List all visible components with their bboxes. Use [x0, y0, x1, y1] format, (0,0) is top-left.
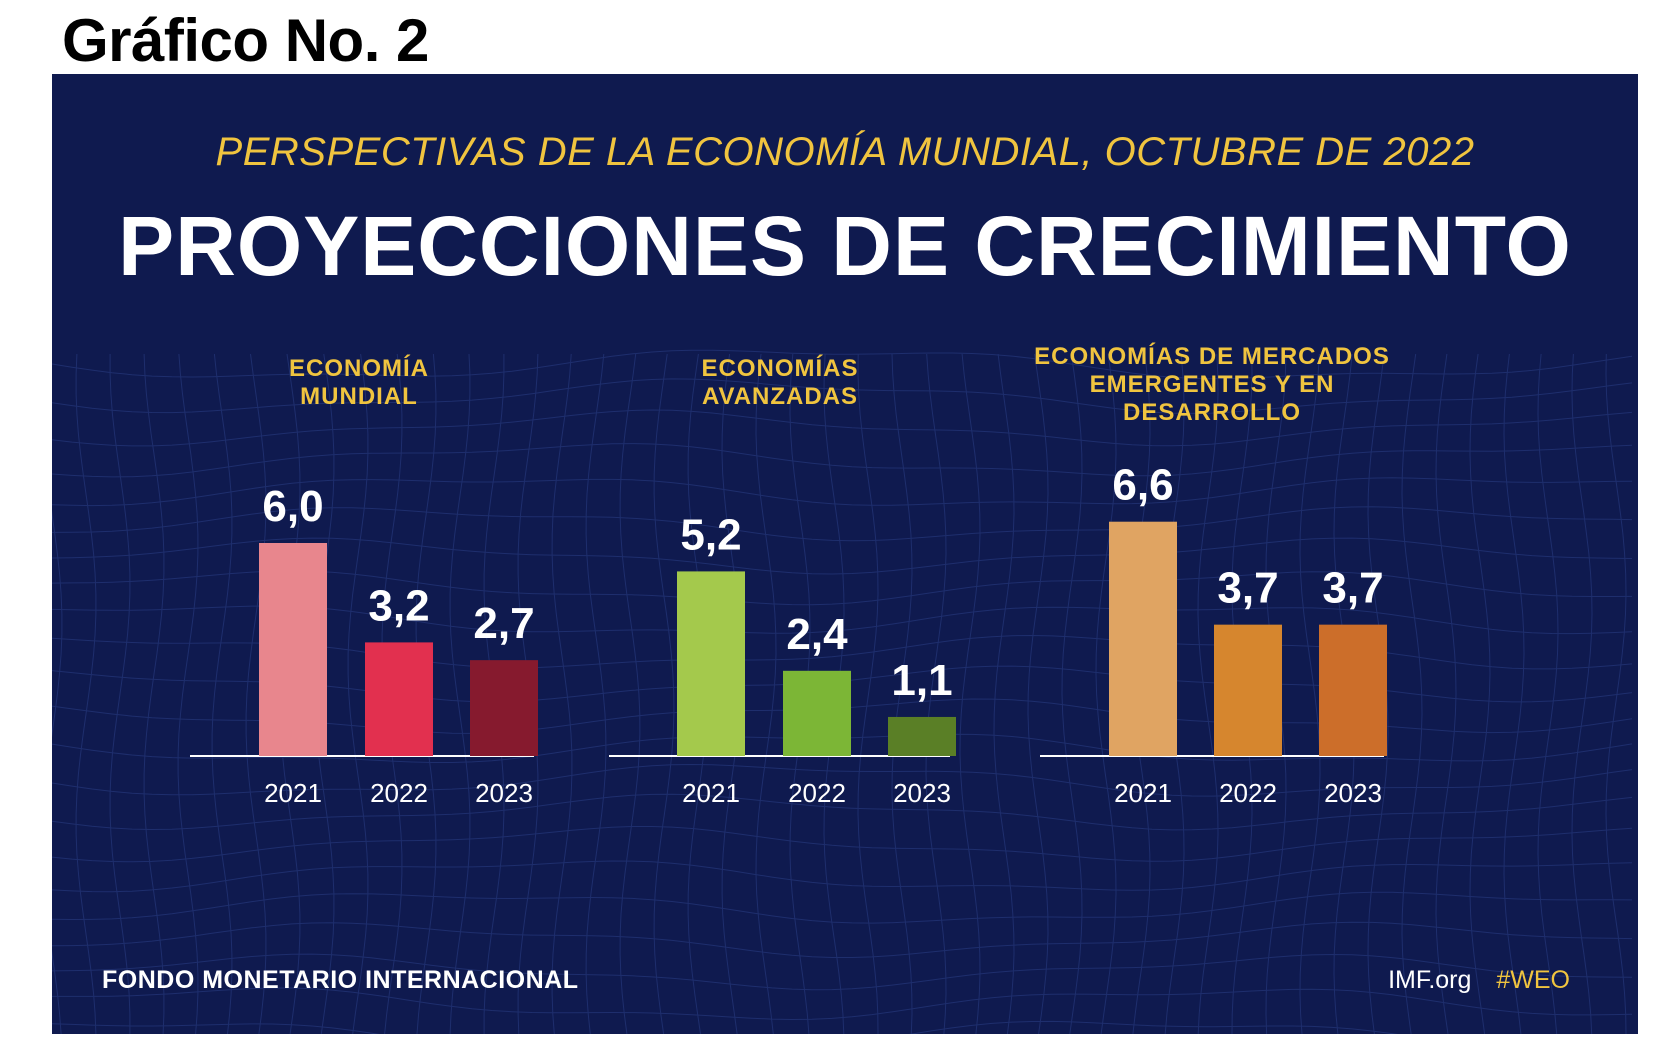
grid-wave-line [52, 506, 1633, 542]
chart-title-line: ECONOMÍAS DE MERCADOS [1034, 342, 1390, 370]
bar-value-label: 6,0 [262, 482, 323, 531]
grid-wave-line [993, 353, 1015, 1034]
category-tick-label: 2023 [893, 778, 951, 808]
grid-wave-line [1605, 353, 1627, 1034]
grid-wave-line [52, 510, 63, 1034]
grid-wave-line [619, 353, 641, 1034]
grid-wave-line [109, 354, 131, 1034]
grid-wave-line [143, 353, 165, 1034]
report-kicker: PERSPECTIVAS DE LA ECONOMÍA MUNDIAL, OCT… [215, 130, 1475, 174]
chart-title-line: DESARROLLO [1123, 399, 1301, 426]
infographic-panel: PERSPECTIVAS DE LA ECONOMÍA MUNDIAL, OCT… [52, 74, 1638, 1034]
footer-site-link[interactable]: IMF.org [1388, 966, 1472, 994]
bar-value-label: 1,1 [891, 656, 952, 705]
grid-wave-line [211, 353, 233, 1034]
grid-wave-line [1095, 353, 1117, 1034]
grid-wave-line [52, 793, 1633, 831]
grid-wave-line [925, 353, 947, 1034]
grid-wave-line [1435, 353, 1457, 1034]
bar-2021 [1109, 521, 1177, 756]
bar-2021 [677, 571, 745, 756]
grid-wave-line [177, 353, 199, 1034]
chart-title-line: ECONOMÍAS [701, 354, 858, 382]
bar-2023 [888, 716, 956, 756]
grid-wave-line [75, 353, 97, 1034]
category-tick-label: 2022 [1219, 778, 1277, 808]
bar-2023 [1319, 624, 1387, 756]
bar-value-label: 3,7 [1322, 564, 1383, 613]
bar-2022 [1214, 624, 1282, 756]
bar-value-label: 6,6 [1112, 461, 1173, 510]
grid-wave-line [52, 860, 1633, 893]
grid-wave-line [52, 349, 1633, 380]
category-tick-label: 2021 [1114, 778, 1172, 808]
grid-wave-line [52, 953, 1633, 991]
category-tick-label: 2023 [1324, 778, 1382, 808]
grid-wave-line [1537, 353, 1559, 1034]
grid-wave-line [52, 443, 1633, 478]
bar-2023 [470, 660, 538, 756]
grid-wave-line [1027, 353, 1049, 1034]
category-tick-label: 2023 [475, 778, 533, 808]
grid-wave-line [52, 763, 1633, 797]
bar-value-label: 2,4 [786, 610, 848, 659]
bar-2022 [783, 670, 851, 756]
bar-value-label: 5,2 [680, 510, 741, 559]
grid-wave-line [1571, 353, 1593, 1034]
bar-value-label: 3,2 [368, 581, 429, 630]
page-title: Gráfico No. 2 [62, 7, 429, 74]
grid-wave-line [52, 987, 1633, 1021]
grid-wave-line [1401, 353, 1423, 1034]
grid-wave-line [1469, 353, 1491, 1034]
category-tick-label: 2022 [788, 778, 846, 808]
footer-hashtag[interactable]: #WEO [1496, 966, 1570, 994]
grid-wave-line [551, 353, 573, 1034]
category-tick-label: 2021 [264, 778, 322, 808]
footer-links: IMF.org #WEO [1388, 966, 1570, 995]
grid-wave-line [52, 891, 1633, 924]
grid-wave-line [52, 378, 1633, 414]
grid-wave-line [245, 353, 267, 1034]
category-tick-label: 2021 [682, 778, 740, 808]
headline: PROYECCIONES DE CRECIMIENTO [118, 199, 1572, 293]
grid-wave-line [653, 353, 675, 1034]
bar-2022 [365, 642, 433, 756]
grid-wave-line [959, 353, 981, 1034]
grid-wave-line [585, 353, 607, 1034]
grid-wave-line [755, 353, 777, 1034]
chart-title-line: MUNDIAL [300, 383, 418, 410]
grid-wave-line [1061, 353, 1083, 1034]
bar-2021 [259, 543, 327, 756]
chart-title-line: AVANZADAS [702, 383, 858, 410]
grid-wave-line [1197, 353, 1219, 1034]
chart-title-line: ECONOMÍA [289, 354, 429, 382]
grid-wave-line [347, 353, 369, 1034]
grid-wave-line [857, 353, 879, 1034]
footer-org: FONDO MONETARIO INTERNACIONAL [102, 966, 579, 994]
bar-value-label: 3,7 [1217, 564, 1278, 613]
grid-wave-line [1503, 353, 1525, 1034]
grid-wave-line [52, 826, 1633, 863]
grid-wave-line [1299, 353, 1321, 1034]
grid-wave-line [449, 353, 471, 1034]
grid-wave-line [52, 1020, 1399, 1034]
bar-value-label: 2,7 [473, 599, 534, 648]
grid-wave-line [891, 353, 913, 1034]
category-tick-label: 2022 [370, 778, 428, 808]
chart-title-line: EMERGENTES Y EN [1090, 371, 1335, 398]
grid-wave-line [52, 409, 1633, 447]
